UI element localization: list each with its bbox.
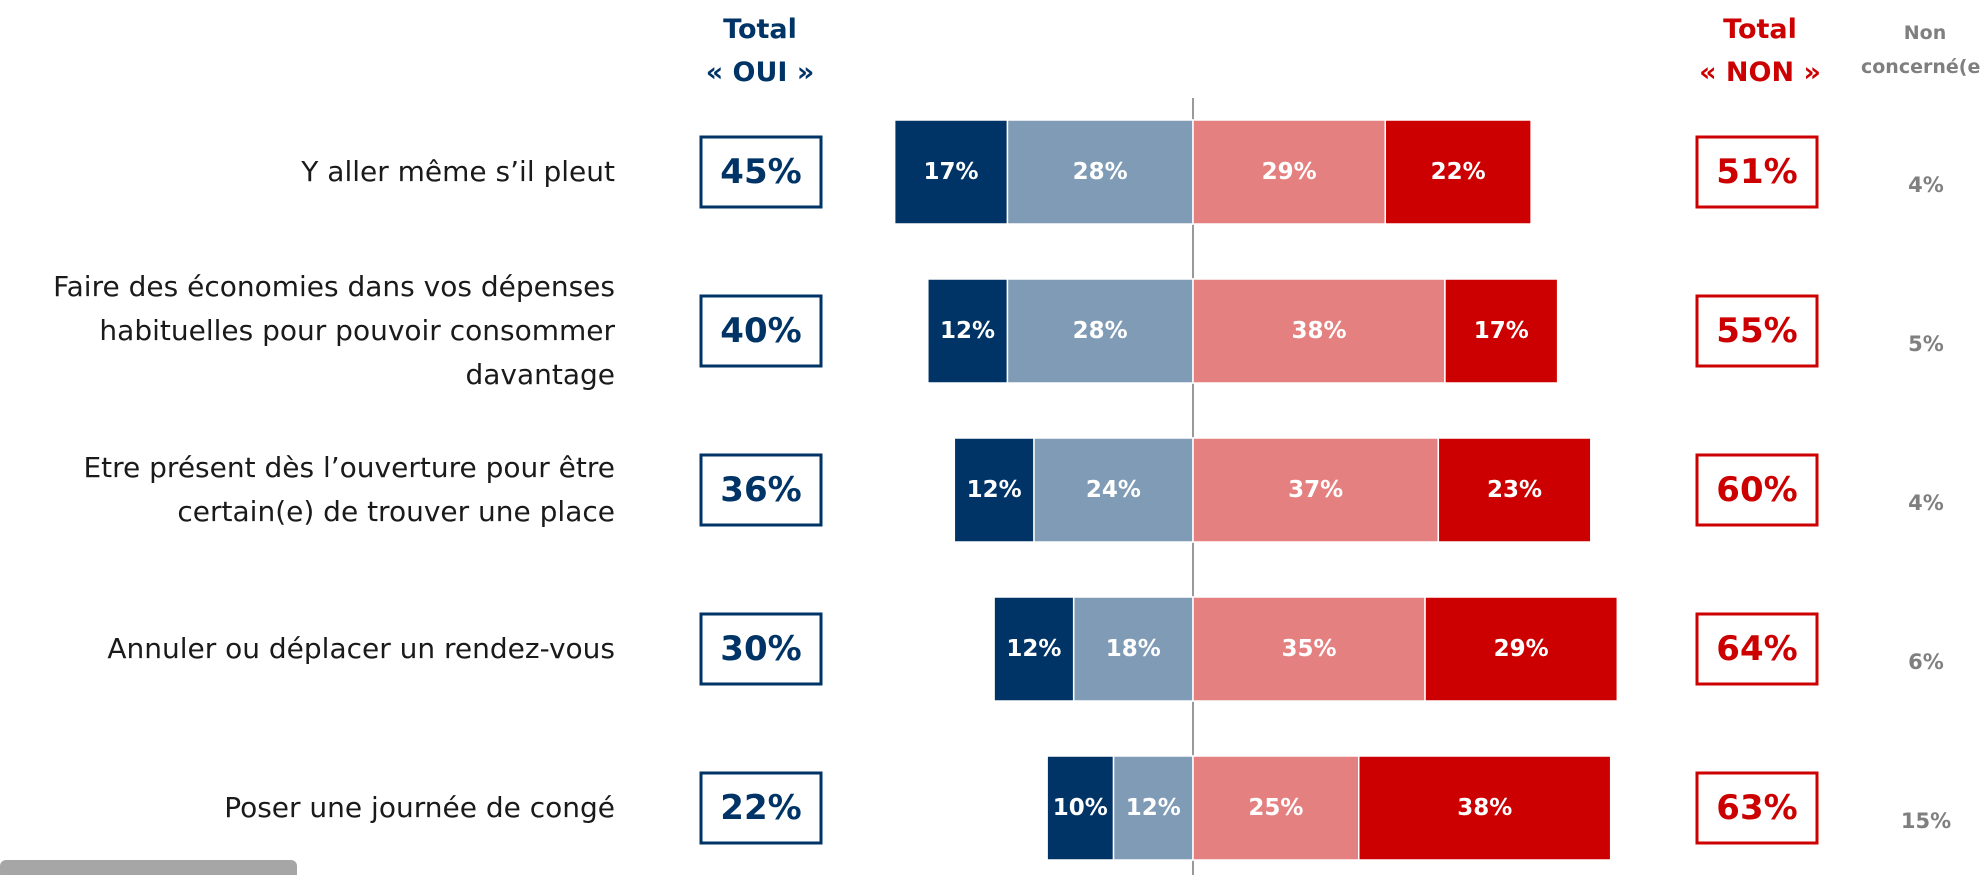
total-label: 30% <box>720 629 801 669</box>
bar-label: 28% <box>1073 159 1128 185</box>
bar-segment <box>1072 596 1194 702</box>
nc-header: Non concerné(e) <box>1845 16 1980 84</box>
bar-label: 17% <box>1474 318 1529 344</box>
bar-label: 38% <box>1291 318 1346 344</box>
bar-label: 37% <box>1288 477 1343 503</box>
bar-label: 10% <box>1053 795 1108 821</box>
non-header: Total « NON » <box>1660 8 1860 94</box>
bar-label: 29% <box>1262 159 1317 185</box>
bar-segment <box>1033 437 1194 543</box>
total-label: 36% <box>720 470 801 510</box>
header-line: « NON » <box>1699 57 1821 88</box>
bar-label: 24% <box>1086 477 1141 503</box>
total-label: 40% <box>720 311 801 351</box>
footer-tab <box>0 860 297 875</box>
bar-segment <box>1192 437 1440 543</box>
header-line: Total <box>723 14 797 45</box>
non-concerne-label: 6% <box>1908 650 1944 674</box>
total-box <box>699 294 823 368</box>
bar-label: 28% <box>1073 318 1128 344</box>
total-box <box>1695 294 1819 368</box>
category-label: Faire des économies dans vos dépenses ha… <box>53 270 615 391</box>
total-box <box>1695 135 1819 209</box>
bar-segment <box>1424 596 1619 702</box>
header-line: « OUI » <box>705 57 815 88</box>
header-line: concerné(e) <box>1860 56 1980 78</box>
bar-label: 35% <box>1281 636 1336 662</box>
category-label: Etre présent dès l’ouverture pour être c… <box>83 451 615 528</box>
total-label: 22% <box>720 788 801 828</box>
bar-segment <box>927 278 1009 384</box>
total-label: 60% <box>1716 470 1797 510</box>
total-box <box>699 453 823 527</box>
bar-segment <box>1192 596 1426 702</box>
bar-segment <box>1358 755 1612 861</box>
total-box <box>699 612 823 686</box>
bar-label: 23% <box>1487 477 1542 503</box>
bar-segment <box>1006 119 1194 225</box>
bar-segment <box>1444 278 1559 384</box>
total-label: 45% <box>720 152 801 192</box>
category-label: Annuler ou déplacer un rendez-vous <box>107 632 615 665</box>
total-box <box>699 135 823 209</box>
header-line: Total <box>1723 14 1797 45</box>
bar-segment <box>1437 437 1592 543</box>
total-label: 55% <box>1716 311 1797 351</box>
non-concerne-label: 15% <box>1901 809 1951 833</box>
total-box <box>1695 612 1819 686</box>
bar-label: 18% <box>1106 636 1161 662</box>
bar-segment <box>1384 119 1532 225</box>
bar-label: 12% <box>1126 795 1181 821</box>
bar-segment <box>1046 755 1115 861</box>
total-box <box>699 771 823 845</box>
bar-label: 12% <box>967 477 1022 503</box>
bar-label: 22% <box>1431 159 1486 185</box>
category-label: Y aller même s’il pleut <box>301 155 615 188</box>
total-label: 63% <box>1716 788 1797 828</box>
total-box <box>1695 453 1819 527</box>
non-concerne-label: 4% <box>1908 491 1944 515</box>
bar-label: 12% <box>940 318 995 344</box>
bar-label: 17% <box>923 159 978 185</box>
total-label: 51% <box>1716 152 1797 192</box>
bar-segment <box>993 596 1075 702</box>
oui-header: Total « OUI » <box>660 8 860 94</box>
bar-segment <box>1192 278 1446 384</box>
bar-segment <box>1006 278 1194 384</box>
bar-segment <box>893 119 1009 225</box>
bar-label: 38% <box>1457 795 1512 821</box>
bar-segment <box>1192 119 1387 225</box>
category-label: Poser une journée de congé <box>224 791 615 824</box>
header-line: Non <box>1903 22 1947 44</box>
non-concerne-label: 4% <box>1908 173 1944 197</box>
bar-label: 29% <box>1494 636 1549 662</box>
bar-label: 12% <box>1006 636 1061 662</box>
non-concerne-label: 5% <box>1908 332 1944 356</box>
bar-segment <box>953 437 1035 543</box>
total-box <box>1695 771 1819 845</box>
bar-label: 25% <box>1248 795 1303 821</box>
total-label: 64% <box>1716 629 1797 669</box>
